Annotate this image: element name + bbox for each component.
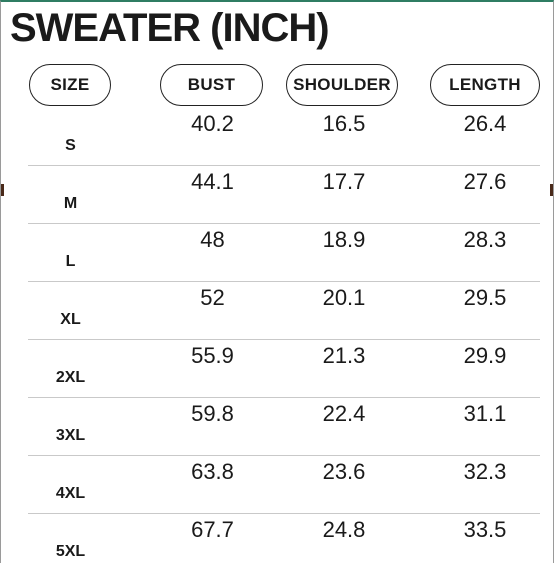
cell-bust: 48 — [200, 227, 225, 252]
cell-bust: 63.8 — [191, 459, 234, 484]
right-edge-mark — [550, 184, 553, 196]
cell-size: 4XL — [55, 485, 86, 502]
table-row: 4XL 63.8 23.6 32.3 — [28, 456, 540, 514]
header-length: LENGTH — [430, 64, 540, 106]
cell-length: 27.6 — [463, 169, 507, 194]
cell-size: S — [65, 137, 76, 154]
cell-size: 3XL — [55, 427, 86, 444]
page-title: SWEATER (INCH) — [10, 6, 330, 50]
cell-bust: 52 — [200, 285, 225, 310]
cell-shoulder: 17.7 — [322, 169, 366, 194]
table-row: L 48 18.9 28.3 — [28, 224, 540, 282]
cell-shoulder: 18.9 — [322, 227, 366, 252]
cell-bust: 44.1 — [191, 169, 234, 194]
cell-length: 33.5 — [463, 517, 507, 542]
table-row: S 40.2 16.5 26.4 — [28, 108, 540, 166]
cell-size: 5XL — [55, 543, 86, 560]
table-row: 3XL 59.8 22.4 31.1 — [28, 398, 540, 456]
cell-size: M — [63, 195, 78, 212]
cell-shoulder: 16.5 — [322, 111, 366, 136]
cell-shoulder: 24.8 — [322, 517, 366, 542]
cell-shoulder: 23.6 — [322, 459, 366, 484]
cell-length: 29.9 — [463, 343, 507, 368]
header-bust: BUST — [160, 64, 263, 106]
cell-bust: 55.9 — [191, 343, 234, 368]
cell-length: 28.3 — [463, 227, 507, 252]
cell-length: 31.1 — [463, 401, 507, 426]
row-divider — [28, 397, 540, 398]
cell-shoulder: 21.3 — [322, 343, 366, 368]
cell-size: L — [65, 253, 76, 270]
cell-shoulder: 22.4 — [322, 401, 366, 426]
cell-size: XL — [60, 311, 81, 328]
row-divider — [28, 513, 540, 514]
cell-length: 29.5 — [463, 285, 507, 310]
row-divider — [28, 281, 540, 282]
row-divider — [28, 165, 540, 166]
table-row: 2XL 55.9 21.3 29.9 — [28, 340, 540, 398]
header-size: SIZE — [29, 64, 111, 106]
left-edge-mark — [1, 184, 4, 196]
row-divider — [28, 223, 540, 224]
cell-shoulder: 20.1 — [322, 285, 366, 310]
row-divider — [28, 455, 540, 456]
header-shoulder: SHOULDER — [286, 64, 398, 106]
cell-bust: 67.7 — [191, 517, 234, 542]
cell-bust: 40.2 — [191, 111, 234, 136]
cell-length: 32.3 — [463, 459, 507, 484]
cell-bust: 59.8 — [191, 401, 234, 426]
table-row: M 44.1 17.7 27.6 — [28, 166, 540, 224]
cell-length: 26.4 — [463, 111, 507, 136]
table-row: 5XL 67.7 24.8 33.5 — [28, 514, 540, 572]
cell-size: 2XL — [55, 369, 86, 386]
table-row: XL 52 20.1 29.5 — [28, 282, 540, 340]
row-divider — [28, 339, 540, 340]
